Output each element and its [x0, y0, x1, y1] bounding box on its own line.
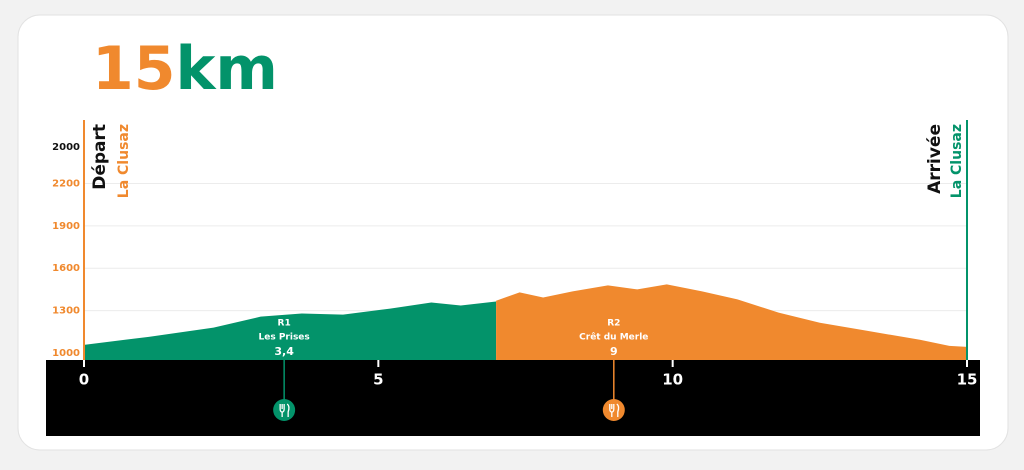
- stop-name: Crêt du Merle: [579, 332, 648, 343]
- finish-place: La Clusaz: [949, 124, 965, 198]
- elevation-area: [84, 301, 497, 360]
- y-tick-label: 1900: [52, 221, 80, 232]
- y-tick-label: 2200: [52, 179, 80, 190]
- stop-name: Les Prises: [259, 333, 310, 343]
- stop-distance: 3,4: [274, 345, 294, 358]
- x-tick-label: 15: [957, 371, 978, 389]
- start-title: Départ: [90, 124, 110, 190]
- start-place: La Clusaz: [116, 124, 132, 198]
- elevation-area: [496, 284, 967, 360]
- x-tick-label: 10: [662, 371, 683, 389]
- stop-label: R2: [607, 319, 620, 329]
- x-tick-label: 5: [373, 371, 383, 389]
- axis-band: [46, 360, 980, 436]
- title-unit: km: [176, 34, 278, 104]
- fork-knife: [279, 403, 290, 417]
- finish-title: Arrivée: [925, 124, 945, 194]
- y-tick-label: 1600: [52, 263, 80, 274]
- fork-knife: [609, 403, 620, 417]
- title: 15km: [92, 34, 278, 104]
- y-tick-label: 1300: [52, 306, 80, 317]
- stop-label: R1: [278, 319, 291, 329]
- y-top-label: 2000: [52, 142, 80, 153]
- title-number: 15: [92, 34, 176, 104]
- stop-distance: 9: [610, 345, 618, 358]
- x-tick-label: 0: [79, 371, 89, 389]
- y-tick-label: 1000: [52, 348, 80, 359]
